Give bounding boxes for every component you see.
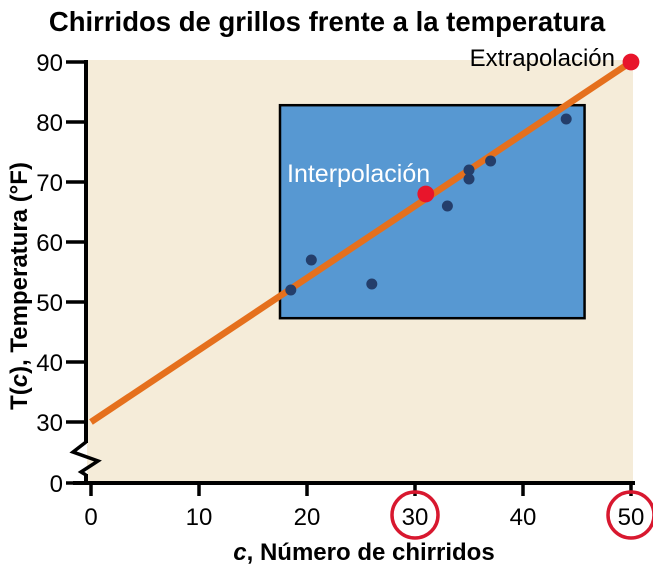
extrapolation-point [622, 53, 640, 71]
x-tick-highlight-circle [606, 490, 653, 540]
y-tick-label: 40 [36, 350, 63, 377]
interpolation-region-layer [278, 103, 586, 320]
x-tick-label: 20 [294, 504, 321, 531]
x-tick-label: 0 [84, 504, 97, 531]
data-point [285, 284, 297, 296]
x-tick-label: 50 [618, 504, 645, 531]
y-tick-label: 80 [36, 110, 63, 137]
data-point [366, 278, 378, 290]
scatter-points-layer [285, 113, 572, 296]
interpolation-region [278, 103, 586, 320]
data-point [560, 113, 572, 125]
y-axis-title-text: ), Temperatura (°F) [6, 162, 33, 374]
y-tick-label: 70 [36, 170, 63, 197]
data-point [305, 254, 317, 266]
x-tick-label: 40 [510, 504, 537, 531]
x-axis-title-text: , Número de chirridos [247, 539, 495, 566]
y-tick-label: 90 [36, 50, 63, 77]
y-axis-title: T(c), Temperatura (°F) [6, 162, 33, 410]
y-axis-break-icon [69, 440, 102, 477]
x-tick-highlight-circle [390, 490, 440, 540]
highlight-points-layer [417, 53, 640, 203]
data-point [485, 155, 497, 167]
y-tick-label: 50 [36, 290, 63, 317]
extrapolation-label: Extrapolación [470, 45, 615, 72]
trend-line [89, 59, 633, 425]
y-axis-variable: c [6, 374, 33, 387]
data-point [463, 164, 475, 176]
data-point [463, 173, 475, 185]
chart-title: Chirridos de grillos frente a la tempera… [49, 6, 606, 37]
x-axis-title: c, Número de chirridos [233, 539, 494, 566]
trend-line-layer [89, 59, 633, 425]
x-axis-ticks: 0 10 20 30 40 50 [84, 483, 653, 540]
y-axis-ticks: 0 30 40 50 60 70 80 90 [36, 50, 86, 498]
x-axis-variable: c [233, 539, 246, 566]
interpolation-label: Interpolación [287, 160, 430, 188]
y-axis-title-prefix: T( [6, 387, 33, 410]
y-tick-label: 0 [50, 471, 63, 498]
x-tick-label: 30 [402, 504, 429, 531]
y-tick-label: 30 [36, 410, 63, 437]
x-tick-label: 10 [186, 504, 213, 531]
data-point [441, 200, 453, 212]
y-tick-label: 60 [36, 230, 63, 257]
interpolation-point [417, 185, 435, 203]
